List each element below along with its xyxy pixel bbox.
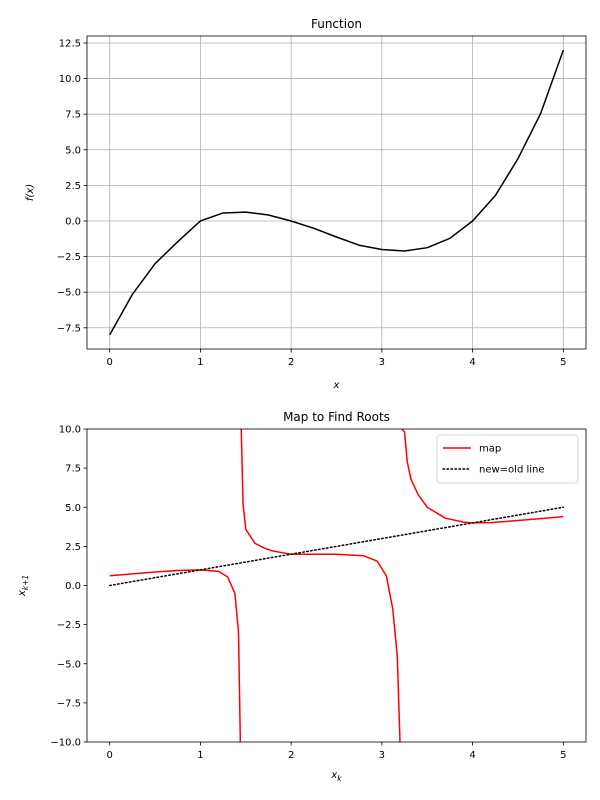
y-tick-label: −5.0 bbox=[57, 288, 81, 299]
x-tick-label: 4 bbox=[469, 750, 475, 761]
x-tick-label: 3 bbox=[379, 357, 385, 368]
x-tick-label: 0 bbox=[106, 750, 112, 761]
y-tick-label: 10.0 bbox=[59, 74, 81, 85]
legend-label: new=old line bbox=[479, 465, 545, 476]
y-axis-label: f(x) bbox=[25, 184, 36, 201]
y-tick-label: 12.5 bbox=[59, 38, 81, 49]
y-tick-label: 0.0 bbox=[65, 216, 81, 227]
y-tick-label: 2.5 bbox=[65, 181, 81, 192]
y-tick-label: −2.5 bbox=[57, 620, 81, 631]
chart-0: 0 1 2 3 4 5 −7.5 −5.0 −2.5 0.0 2.5 5.0 7.5 10.0 12.5 Fu… bbox=[25, 17, 587, 391]
series-line-map-segment bbox=[109, 569, 242, 742]
series-line-map-segment bbox=[240, 429, 401, 742]
x-tick-label: 2 bbox=[288, 750, 294, 761]
y-tick-label: 7.5 bbox=[65, 110, 81, 121]
y-tick-label: −7.5 bbox=[57, 323, 81, 334]
x-tick-label: 3 bbox=[379, 750, 385, 761]
legend-label: map bbox=[479, 444, 501, 455]
y-tick-label: −10.0 bbox=[50, 738, 81, 749]
x-axis-label: xk bbox=[330, 770, 342, 783]
legend: map new=old line bbox=[436, 434, 579, 484]
chart-title: Map to Find Roots bbox=[283, 410, 390, 424]
plot-lines-0 bbox=[109, 49, 565, 336]
y-tick-label: 5.0 bbox=[65, 145, 81, 156]
y-tick-label: 0.0 bbox=[65, 581, 81, 592]
y-axis-label: xk+1 bbox=[17, 575, 30, 597]
y-tick-label: 7.5 bbox=[65, 464, 81, 475]
y-tick-label: −7.5 bbox=[57, 698, 81, 709]
series-line-new-old-line-segment bbox=[108, 506, 565, 587]
y-tick-label: 2.5 bbox=[65, 542, 81, 553]
series-line-map-segment bbox=[401, 429, 564, 524]
x-tick-label: 1 bbox=[197, 357, 203, 368]
x-tick-label: 4 bbox=[469, 357, 475, 368]
x-axis-label: x bbox=[333, 380, 340, 391]
x-tick-label: 1 bbox=[197, 750, 203, 761]
x-tick-label: 5 bbox=[560, 357, 566, 368]
y-tick-label: −2.5 bbox=[57, 252, 81, 263]
y-tick-label: 5.0 bbox=[65, 503, 81, 514]
chart-title: Function bbox=[311, 17, 362, 31]
series-line-f-segment bbox=[109, 49, 565, 336]
plot-lines-1 bbox=[108, 429, 565, 742]
y-tick-label: −5.0 bbox=[57, 659, 81, 670]
x-tick-label: 2 bbox=[288, 357, 294, 368]
y-tick-label: 10.0 bbox=[59, 425, 81, 436]
x-tick-label: 0 bbox=[106, 357, 112, 368]
legend-box bbox=[436, 434, 579, 484]
x-tick-label: 5 bbox=[560, 750, 566, 761]
axes-frame bbox=[86, 35, 587, 350]
chart-1: 0 1 2 3 4 5 −10.0 −7.5 −5.0 −2.5 0.0 2.5 5.0 7.5 10.0 M… bbox=[17, 410, 587, 783]
